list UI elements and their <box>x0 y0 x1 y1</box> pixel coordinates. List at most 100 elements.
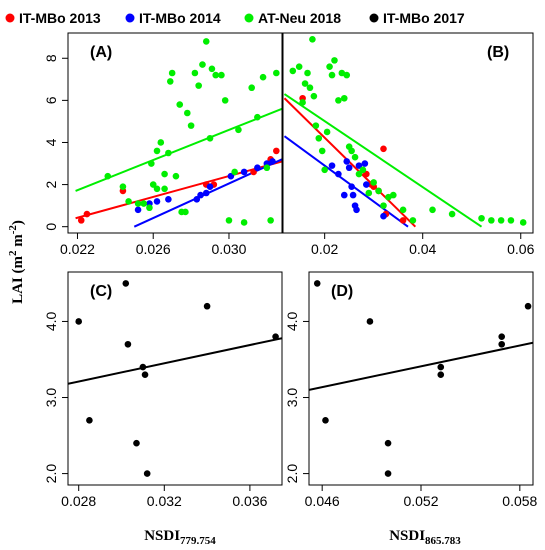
data-point <box>328 71 336 79</box>
data-point <box>343 158 351 165</box>
data-point <box>312 122 320 129</box>
data-point <box>191 69 199 77</box>
plot-frame <box>67 271 283 486</box>
data-point <box>250 168 257 176</box>
data-point <box>184 109 191 117</box>
data-point <box>165 196 172 203</box>
x-tick-label: 0.036 <box>232 493 267 509</box>
data-point <box>202 189 210 197</box>
data-point <box>165 149 172 157</box>
data-point <box>267 217 274 224</box>
y-axis-title: LAI (m2 m-2) <box>7 220 26 304</box>
plot-frame <box>282 32 534 234</box>
data-point <box>437 363 445 371</box>
data-point <box>153 185 161 193</box>
data-point <box>306 84 314 92</box>
data-point <box>331 57 338 64</box>
y-tick-label: 4.0 <box>43 312 59 332</box>
x-tick-label: 0.02 <box>311 241 338 257</box>
data-point <box>240 219 248 226</box>
data-point <box>295 63 303 70</box>
panel-c: 0.028 0.032 0.036 2.0 3.0 4.0 (C) <box>43 271 283 509</box>
data-point <box>429 206 436 214</box>
data-point <box>448 210 456 218</box>
data-point <box>409 217 417 224</box>
data-point <box>202 38 210 45</box>
legend: IT-MBo 2013 IT-MBo 2014 AT-Neu 2018 IT-MBo … <box>5 10 465 26</box>
data-point <box>225 217 233 224</box>
data-point <box>134 200 142 207</box>
data-point <box>349 191 357 199</box>
legend-marker-3 <box>244 13 254 23</box>
legend-marker-1 <box>5 13 15 23</box>
data-point <box>340 94 348 102</box>
data-point <box>488 217 495 224</box>
data-point <box>141 371 149 378</box>
data-point <box>507 217 515 224</box>
data-point <box>176 101 184 108</box>
data-point <box>83 210 91 218</box>
data-point <box>289 67 297 75</box>
data-point <box>322 417 329 424</box>
data-point <box>301 80 309 87</box>
data-point <box>218 71 225 79</box>
data-point <box>139 363 147 371</box>
data-point <box>231 168 238 176</box>
legend-label-2: IT-MBo 2014 <box>139 10 221 26</box>
data-point <box>166 78 174 85</box>
data-point <box>203 302 211 310</box>
fit-line-1 <box>75 160 282 220</box>
data-point <box>399 217 407 224</box>
data-point <box>148 160 155 167</box>
y-tick-label: 3.0 <box>284 388 300 408</box>
data-point <box>172 172 180 180</box>
y-tick-label: 4.0 <box>284 312 300 332</box>
data-point <box>206 134 214 142</box>
data-point <box>318 147 326 155</box>
panel-label: (C) <box>90 283 112 300</box>
data-point <box>340 191 348 199</box>
data-point <box>384 439 392 447</box>
x-tick-label: 0.028 <box>61 493 96 509</box>
data-point <box>348 147 355 155</box>
y-tick-label: 2.0 <box>284 464 300 484</box>
data-point <box>161 185 168 193</box>
panel-a: 0.022 0.026 0.030 0 2 4 6 8 (A) <box>43 32 283 257</box>
data-point <box>133 439 140 447</box>
data-point <box>149 181 157 188</box>
data-point <box>119 183 127 190</box>
y-tick-label: 8 <box>43 54 59 62</box>
data-point <box>335 97 342 104</box>
data-point <box>497 217 505 224</box>
data-point <box>384 470 392 477</box>
data-point <box>227 172 235 180</box>
data-point <box>272 333 279 340</box>
data-point <box>326 63 333 70</box>
y-tick-label: 2.0 <box>43 464 59 484</box>
data-point <box>168 69 176 77</box>
plot-frame <box>308 271 534 486</box>
fit-line-1 <box>283 97 417 228</box>
data-point <box>254 164 261 172</box>
data-point <box>343 71 351 79</box>
data-point <box>259 73 267 81</box>
data-point <box>143 470 151 477</box>
data-point <box>77 217 85 224</box>
plot-frame <box>67 32 283 234</box>
data-point <box>212 71 220 79</box>
x-tick-label: 0.022 <box>60 241 95 257</box>
data-point <box>359 166 367 174</box>
data-point <box>348 183 355 190</box>
data-point <box>355 162 363 169</box>
x-tick-label: 0.026 <box>136 241 171 257</box>
fit-line-3 <box>283 93 483 228</box>
data-point <box>199 61 206 68</box>
panel-label: (B) <box>487 44 509 61</box>
data-point <box>380 145 387 153</box>
panel-b: 0.02 0.04 0.06 (B) <box>282 32 535 257</box>
y-tick-label: 4 <box>43 138 59 146</box>
data-point <box>240 168 248 176</box>
data-point <box>208 65 216 73</box>
legend-label-1: IT-MBo 2013 <box>19 10 101 26</box>
